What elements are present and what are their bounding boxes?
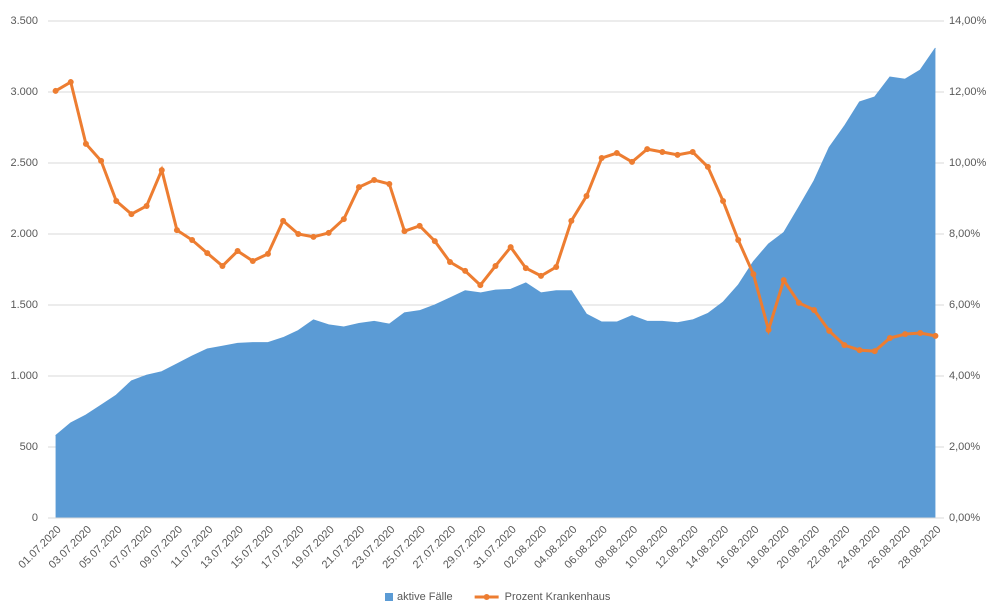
line-marker — [568, 217, 575, 224]
y-tick-label: 3.000 — [10, 86, 38, 98]
line-marker — [295, 231, 302, 237]
y-tick-label: 2.000 — [10, 228, 38, 240]
line-marker — [644, 146, 651, 153]
line-marker — [492, 262, 499, 269]
line-marker — [158, 167, 165, 174]
line-marker — [522, 265, 529, 272]
y-tick-label: 0 — [32, 512, 38, 524]
line-marker — [189, 237, 196, 244]
line-marker — [416, 222, 423, 229]
line-marker — [310, 233, 317, 240]
y-tick-label: 1.500 — [10, 299, 38, 311]
line-marker — [340, 216, 347, 223]
line-marker — [371, 177, 378, 184]
line-marker — [386, 180, 393, 187]
y2-tick-label: 6,00% — [949, 299, 980, 311]
line-marker — [917, 330, 924, 337]
y2-tick-label: 0,00% — [949, 512, 980, 524]
line-marker — [932, 332, 939, 339]
y2-tick-label: 8,00% — [949, 228, 980, 240]
line-marker — [871, 348, 878, 355]
y-tick-label: 3.500 — [10, 15, 38, 27]
line-marker — [173, 227, 180, 234]
line-marker — [82, 140, 89, 147]
line-marker — [507, 244, 514, 251]
line-marker — [52, 87, 59, 94]
line-marker — [477, 282, 484, 289]
legend-marker — [483, 594, 490, 600]
line-marker — [462, 267, 469, 274]
area-fill — [55, 47, 936, 518]
line-marker — [629, 158, 636, 165]
line-marker — [446, 259, 453, 266]
line-marker — [765, 326, 772, 333]
y2-tick-label: 14,00% — [949, 15, 987, 27]
legend-swatch — [385, 593, 393, 601]
line-marker — [689, 148, 696, 155]
line-marker — [401, 228, 408, 235]
y2-tick-label: 12,00% — [949, 86, 987, 98]
line-marker — [795, 299, 802, 306]
line-marker — [113, 197, 120, 204]
line-marker — [538, 272, 545, 279]
line-marker — [204, 250, 211, 257]
line-marker — [780, 277, 787, 284]
legend: aktive Fälle Prozent Krankenhaus — [385, 591, 611, 603]
y-tick-label: 1.000 — [10, 370, 38, 382]
line-marker — [886, 335, 893, 342]
line-marker — [674, 151, 681, 158]
line-marker — [856, 347, 863, 354]
line-marker — [128, 211, 135, 218]
line-marker — [750, 271, 757, 278]
line-marker — [826, 327, 833, 334]
y2-tick-label: 10,00% — [949, 157, 987, 169]
line-marker — [143, 202, 150, 209]
line-marker — [902, 331, 909, 338]
line-marker — [704, 163, 711, 170]
legend-label: aktive Fälle — [397, 591, 453, 603]
line-marker — [219, 262, 226, 269]
y-tick-label: 2.500 — [10, 157, 38, 169]
line-marker — [613, 150, 620, 157]
line-marker — [280, 217, 287, 224]
legend-label: Prozent Krankenhaus — [505, 591, 611, 603]
line-marker — [264, 250, 271, 257]
y2-tick-label: 2,00% — [949, 441, 980, 453]
line-marker — [355, 184, 362, 191]
line-marker — [735, 237, 742, 244]
line-marker — [811, 306, 818, 313]
line-marker — [249, 257, 256, 264]
line-marker — [720, 197, 727, 204]
line-marker — [553, 264, 560, 271]
line-marker — [67, 79, 74, 86]
y-tick-label: 500 — [20, 441, 38, 453]
line-marker — [98, 157, 105, 164]
area-edge — [55, 47, 936, 437]
line-marker — [234, 248, 241, 255]
line-marker — [325, 229, 332, 236]
line-marker — [431, 238, 438, 245]
y2-tick-label: 4,00% — [949, 370, 980, 382]
line-marker — [841, 342, 848, 349]
line-marker — [583, 193, 590, 200]
line-marker — [598, 155, 605, 162]
line-marker — [659, 148, 666, 155]
